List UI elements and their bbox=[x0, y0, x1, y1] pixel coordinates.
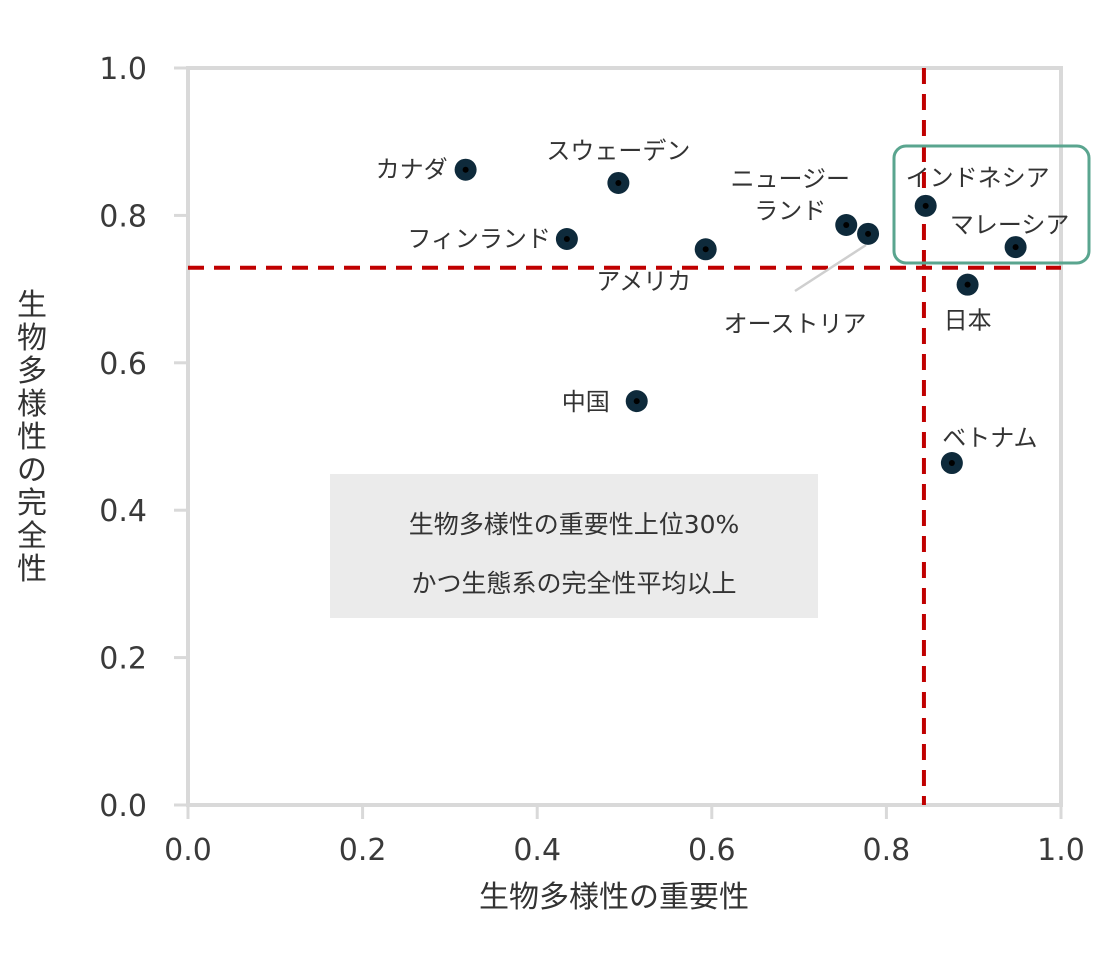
point-label: 中国 bbox=[562, 388, 610, 416]
point-label: カナダ bbox=[376, 156, 448, 184]
x-axis-title: 生物多様性の重要性 bbox=[479, 880, 749, 915]
point-label: インドネシア bbox=[906, 164, 1050, 192]
data-point-center bbox=[563, 235, 570, 242]
plot-frame bbox=[186, 66, 1063, 807]
x-tick-label: 1.0 bbox=[1037, 833, 1085, 868]
point-label: 日本 bbox=[944, 307, 992, 335]
data-point-center bbox=[964, 281, 971, 288]
point-label: ニュージー bbox=[730, 165, 850, 193]
y-tick-label: 1.0 bbox=[99, 52, 147, 87]
point-label: オーストリア bbox=[724, 310, 867, 338]
point-label: ベトナム bbox=[942, 424, 1037, 452]
reference-lines bbox=[188, 68, 1061, 805]
x-tick-label: 0.6 bbox=[688, 833, 736, 868]
data-points bbox=[454, 158, 1027, 475]
annotation-line-1: 生物多様性の重要性上位30% bbox=[409, 510, 740, 539]
data-point-center bbox=[633, 398, 640, 405]
data-point-center bbox=[865, 230, 872, 237]
data-point-center bbox=[615, 179, 622, 186]
point-label: フィンランド bbox=[407, 225, 551, 253]
x-tick-label: 0.2 bbox=[339, 833, 387, 868]
data-point-center bbox=[702, 246, 709, 253]
x-tick-label: 0.0 bbox=[164, 833, 212, 868]
data-point-center bbox=[948, 460, 955, 467]
data-point-center bbox=[843, 221, 850, 228]
y-tick-label: 0.4 bbox=[99, 494, 147, 529]
y-tick-label: 0.2 bbox=[99, 642, 147, 677]
y-axis-title: 生物多様性の完全性 bbox=[17, 288, 47, 587]
data-point-center bbox=[462, 166, 469, 173]
data-point-center bbox=[1012, 244, 1019, 251]
austria-leader-line bbox=[794, 243, 867, 293]
y-tick-label: 0.0 bbox=[99, 789, 147, 824]
y-tick-label: 0.8 bbox=[99, 199, 147, 234]
point-label: ランド bbox=[754, 197, 826, 225]
annotation-line-2: かつ生態系の完全性平均以上 bbox=[411, 569, 736, 598]
x-tick-label: 0.8 bbox=[863, 833, 911, 868]
data-point-center bbox=[922, 202, 929, 209]
point-label: スウェーデン bbox=[546, 137, 690, 165]
point-label: マレーシア bbox=[950, 211, 1070, 239]
y-tick-label: 0.6 bbox=[99, 347, 147, 382]
point-label: アメリカ bbox=[596, 267, 691, 295]
axes: 0.0 0.2 0.4 0.6 0.8 1.0 0.0 0.2 0.4 0.6 0.8 1.0 bbox=[99, 52, 1085, 868]
highlight-box bbox=[892, 144, 1091, 265]
x-tick-label: 0.4 bbox=[513, 833, 561, 868]
annotation-box bbox=[330, 474, 818, 618]
